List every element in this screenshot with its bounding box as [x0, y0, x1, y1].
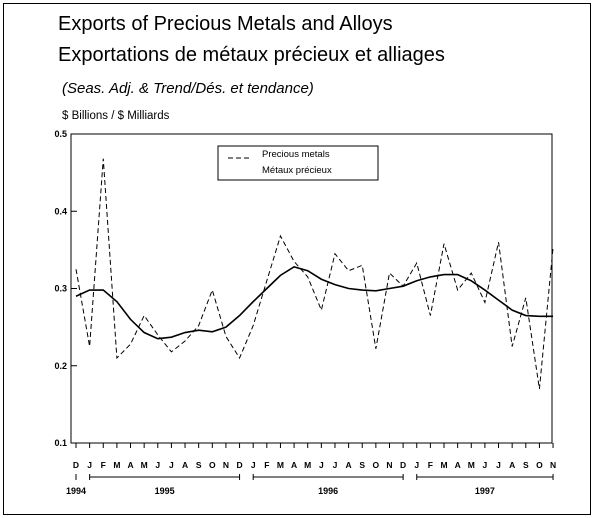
x-tick-label: M	[277, 460, 284, 470]
x-tick-label: A	[127, 460, 133, 470]
x-tick-label: O	[536, 460, 543, 470]
chart-title-french: Exportations de métaux précieux et allia…	[58, 44, 445, 66]
x-tick-label: M	[113, 460, 120, 470]
legend-entry-fr: Métaux précieux	[262, 165, 332, 176]
y-tick-label: 0.4	[54, 206, 67, 216]
series-line-trend	[75, 266, 554, 340]
series-line-precious-metals	[75, 158, 554, 390]
chart-title: Exports of Precious Metals and Alloys	[58, 13, 393, 35]
x-tick-label: S	[523, 460, 529, 470]
legend: Precious metals Métaux précieux	[217, 145, 379, 181]
x-tick-label: D	[400, 460, 406, 470]
legend-box	[217, 145, 379, 181]
x-tick-label: A	[182, 460, 188, 470]
x-tick-label: F	[264, 460, 269, 470]
x-tick-label: N	[223, 460, 229, 470]
x-tick-label: J	[319, 460, 324, 470]
x-tick-label: O	[209, 460, 216, 470]
x-tick-label: M	[440, 460, 447, 470]
x-tick-label: F	[101, 460, 106, 470]
x-tick-label: A	[346, 460, 352, 470]
y-axis: 0.1 0.2 0.3 0.4 0.5	[54, 129, 77, 448]
x-tick-label: N	[386, 460, 392, 470]
x-tick-label: S	[196, 460, 202, 470]
x-axis: D J F M A M J J A S O N D J F M A M J J A S O N D J F M A M J J A S O N1994…	[66, 443, 556, 496]
y-tick-label: 0.5	[54, 129, 67, 139]
y-axis-label: $ Billions / $ Milliards	[62, 110, 170, 122]
x-tick-label: M	[141, 460, 148, 470]
x-tick-label: D	[236, 460, 242, 470]
y-tick-label: 0.1	[54, 438, 67, 448]
x-tick-label: A	[509, 460, 515, 470]
x-tick-label: O	[373, 460, 380, 470]
year-label: 1996	[318, 486, 338, 496]
x-tick-label: J	[414, 460, 419, 470]
x-tick-label: M	[304, 460, 311, 470]
x-tick-label: D	[73, 460, 79, 470]
x-tick-label: S	[359, 460, 365, 470]
x-tick-label: N	[550, 460, 556, 470]
x-tick-label: J	[251, 460, 256, 470]
x-tick-label: J	[496, 460, 501, 470]
series-layer	[75, 158, 554, 390]
legend-entry-en: Precious metals	[262, 149, 330, 160]
x-tick-label: J	[483, 460, 488, 470]
chart-subtitle: (Seas. Adj. & Trend/Dés. et tendance)	[62, 80, 314, 97]
x-tick-label: M	[468, 460, 475, 470]
x-tick-label: J	[155, 460, 160, 470]
x-tick-label: J	[333, 460, 338, 470]
year-label: 1995	[155, 486, 175, 496]
x-tick-label: F	[428, 460, 433, 470]
x-tick-label: J	[169, 460, 174, 470]
chart-frame	[3, 3, 591, 515]
y-tick-label: 0.2	[54, 361, 67, 371]
year-label: 1994	[66, 486, 86, 496]
year-label: 1997	[475, 486, 495, 496]
y-tick-label: 0.3	[54, 284, 67, 294]
x-tick-label: A	[455, 460, 461, 470]
x-tick-label: J	[87, 460, 92, 470]
x-tick-label: A	[291, 460, 297, 470]
